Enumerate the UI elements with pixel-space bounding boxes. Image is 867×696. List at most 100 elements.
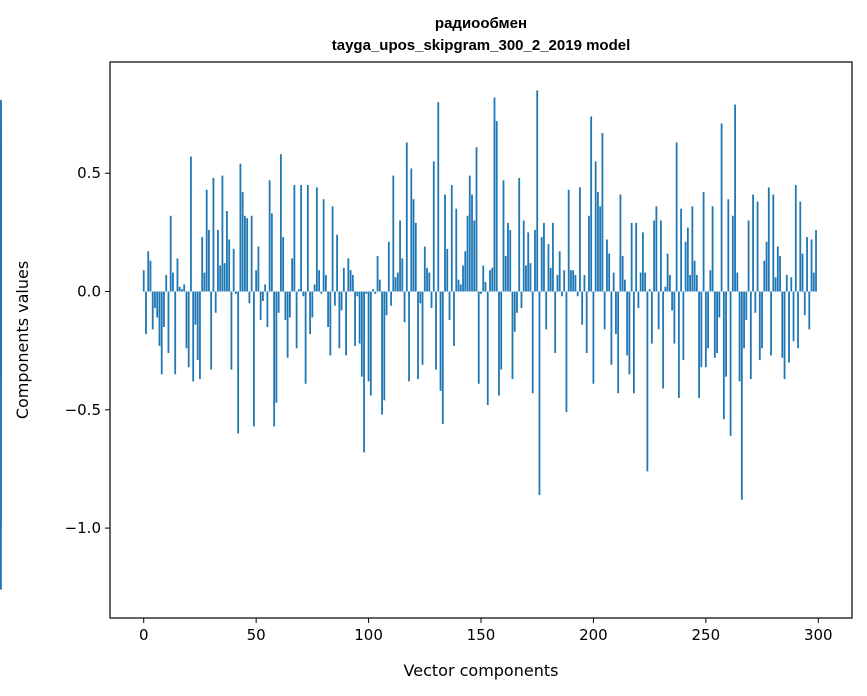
- y-tick-label-3: −1.0: [65, 519, 101, 537]
- y-axis-title: Components values: [13, 261, 32, 419]
- bar-147: [473, 220, 476, 292]
- bar-171: [527, 232, 530, 292]
- bar-76: [313, 284, 316, 292]
- bar-172: [529, 263, 532, 292]
- bar-13: [172, 272, 174, 292]
- bar-85: [333, 291, 336, 306]
- bar-2: [147, 251, 150, 292]
- bar-112: [394, 277, 397, 292]
- bar-279: [770, 291, 772, 356]
- bar-73: [306, 185, 309, 292]
- x-tick-label-0: 0: [139, 626, 149, 644]
- bar-93: [351, 274, 354, 292]
- bar-209: [612, 272, 615, 292]
- bar-111: [392, 175, 395, 292]
- bar-65: [288, 291, 291, 318]
- bar-370: [0, 291, 2, 526]
- bar-18: [183, 284, 186, 292]
- bar-238: [677, 291, 680, 398]
- bar-273: [756, 201, 759, 292]
- bar-223: [644, 272, 647, 292]
- bar-194: [579, 187, 581, 292]
- bar-152: [484, 282, 487, 292]
- bar-271: [752, 194, 754, 292]
- bar-72: [304, 291, 307, 384]
- bar-131: [437, 102, 440, 292]
- bar-68: [295, 291, 298, 349]
- bar-299: [815, 229, 817, 292]
- bar-188: [565, 291, 568, 413]
- bar-210: [615, 291, 617, 335]
- bar-10: [165, 274, 168, 292]
- bar-219: [635, 222, 638, 292]
- bar-290: [794, 185, 797, 292]
- bar-110: [390, 291, 392, 306]
- bar-90: [345, 291, 347, 356]
- bar-373: [0, 291, 2, 327]
- bar-145: [468, 175, 471, 292]
- bar-284: [781, 291, 784, 358]
- bar-92: [349, 270, 352, 292]
- bar-162: [507, 222, 509, 292]
- bar-202: [597, 192, 599, 292]
- bar-237: [675, 142, 678, 292]
- bar-282: [776, 246, 779, 292]
- x-tick-label-50: 50: [247, 626, 266, 644]
- y-tick-label-0: 0.5: [77, 164, 101, 182]
- bar-102: [372, 289, 374, 292]
- bar-143: [464, 251, 467, 292]
- x-tick-label-250: 250: [692, 626, 721, 644]
- bar-270: [749, 291, 752, 380]
- bar-19: [185, 291, 188, 349]
- bar-121: [414, 222, 417, 292]
- bar-61: [279, 154, 282, 292]
- bar-253: [711, 206, 714, 292]
- bar-97: [360, 291, 363, 377]
- bar-49: [253, 291, 255, 427]
- bar-164: [511, 291, 514, 380]
- bar-277: [765, 241, 768, 292]
- bar-51: [257, 246, 260, 292]
- bar-159: [500, 291, 503, 370]
- chart-title: радиообмен: [435, 15, 527, 32]
- bar-231: [662, 291, 665, 389]
- bar-79: [320, 291, 323, 294]
- bar-53: [262, 291, 264, 301]
- bar-182: [552, 222, 554, 292]
- bar-375: [0, 277, 2, 292]
- bar-221: [639, 272, 642, 292]
- bar-288: [790, 277, 793, 292]
- bar-40: [232, 248, 235, 292]
- bar-204: [601, 132, 604, 292]
- bar-207: [608, 253, 611, 292]
- bar-22: [192, 291, 195, 382]
- bar-211: [617, 291, 620, 394]
- bar-233: [666, 253, 669, 292]
- x-axis-ticks: 0 50 100 150 200 250 300: [139, 618, 833, 644]
- bar-292: [799, 201, 802, 292]
- bar-81: [324, 274, 327, 292]
- bar-28: [205, 189, 208, 292]
- bar-64: [286, 291, 289, 358]
- bar-60: [277, 291, 280, 313]
- bar-117: [405, 142, 408, 292]
- bar-276: [763, 260, 766, 292]
- bar-255: [716, 291, 718, 354]
- bar-156: [493, 97, 496, 292]
- bar-228: [655, 206, 658, 292]
- bar-44: [241, 192, 244, 292]
- bar-125: [423, 246, 426, 292]
- y-axis-ticks: 0.5 0.0 −0.5 −1.0: [65, 164, 110, 537]
- bar-50: [255, 270, 258, 292]
- bar-115: [401, 258, 404, 292]
- bar-197: [585, 291, 588, 354]
- bar-62: [282, 237, 285, 292]
- bar-4: [151, 291, 154, 330]
- bar-198: [588, 215, 590, 292]
- bar-256: [718, 291, 721, 318]
- bar-57: [270, 213, 273, 292]
- bar-175: [536, 90, 539, 292]
- bar-140: [457, 279, 460, 292]
- bar-69: [297, 289, 300, 292]
- bar-297: [810, 239, 813, 292]
